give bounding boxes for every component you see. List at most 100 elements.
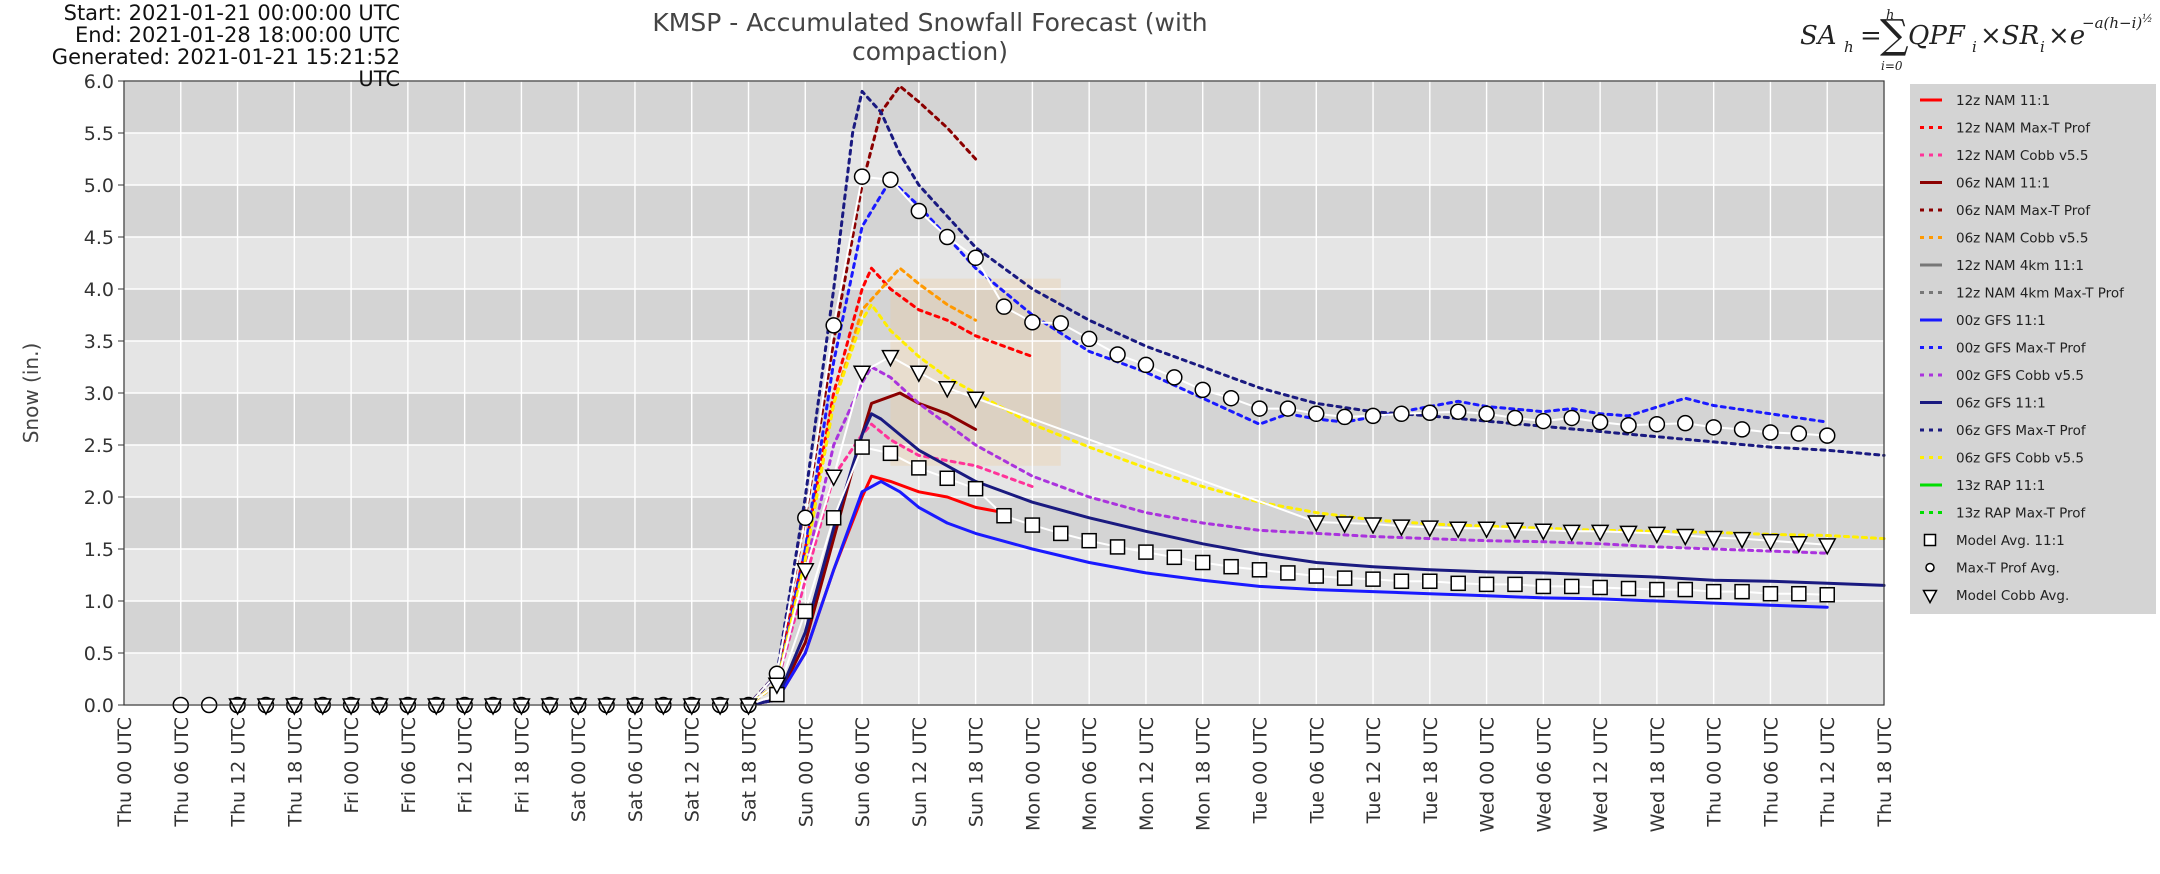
series-layer <box>172 84 1886 716</box>
x-tick-label: Sat 00 UTC <box>568 717 590 822</box>
x-tick-label: Sat 18 UTC <box>739 717 761 822</box>
x-tick-label: Tue 18 UTC <box>1420 717 1442 824</box>
marker-triangle <box>1922 589 1938 605</box>
legend-entry: 13z RAP Max-T Prof <box>1956 506 2087 522</box>
x-tick-label: Thu 00 UTC <box>1704 717 1726 828</box>
plot-band <box>124 81 1884 133</box>
marker-triangle <box>1363 517 1383 535</box>
formula-exponent-power: ½ <box>2142 12 2153 25</box>
y-tick-label: 1.0 <box>84 591 114 613</box>
marker-square <box>1308 568 1325 584</box>
marker-square <box>1109 539 1126 555</box>
marker-square <box>854 439 870 455</box>
marker-circle <box>967 249 984 267</box>
plot-band <box>124 601 1884 653</box>
marker-circle <box>910 202 928 220</box>
marker-circle <box>1222 389 1240 407</box>
marker-triangle <box>256 698 276 716</box>
legend-entry: 06z NAM 11:1 <box>1956 176 2050 192</box>
marker-circle <box>995 298 1013 315</box>
formula-sr: ×SR <box>1980 21 2039 51</box>
marker-circle <box>1478 405 1495 423</box>
formula-lhs-sub: h <box>1844 38 1854 56</box>
legend-entry: 12z NAM Max-T Prof <box>1956 121 2091 137</box>
x-tick-label: Thu 12 UTC <box>1817 717 1839 828</box>
marker-triangle <box>625 698 645 716</box>
legend-entry: 00z GFS 11:1 <box>1956 313 2046 329</box>
marker-square <box>1081 532 1097 549</box>
marker-triangle <box>568 698 588 716</box>
formula-sum-sign: ∑ <box>1880 12 1909 58</box>
marker-circle <box>1705 419 1722 436</box>
y-tick-label: 5.0 <box>84 175 114 197</box>
marker-square <box>1705 583 1722 600</box>
marker-circle <box>1308 405 1325 423</box>
marker-circle <box>882 171 899 189</box>
marker-square <box>1336 570 1353 586</box>
formula-exp-base: ×e <box>2048 21 2085 51</box>
marker-triangle <box>228 698 247 716</box>
x-tick-label: Sat 12 UTC <box>682 717 704 822</box>
x-tick-label: Thu 06 UTC <box>171 717 193 828</box>
marker-triangle <box>852 365 872 383</box>
legend-entry: 06z GFS Cobb v5.5 <box>1956 451 2084 467</box>
marker-circle <box>1535 412 1552 430</box>
marker-square <box>1166 549 1183 566</box>
legend-entry: 06z GFS Max-T Prof <box>1956 423 2087 439</box>
x-tick-label: Mon 06 UTC <box>1079 717 1101 831</box>
marker-circle <box>1449 403 1467 420</box>
marker-circle <box>1925 562 1935 573</box>
marker-circle <box>1137 356 1155 374</box>
marker-circle <box>1620 416 1637 434</box>
marker-square <box>1223 558 1239 575</box>
axes: Thu 00 UTC Thu 06 UTC Thu 12 UTC Thu 18 UTC… <box>19 71 1896 832</box>
marker-square <box>1762 585 1779 602</box>
series-line <box>747 412 1886 707</box>
marker-circle <box>1506 409 1524 427</box>
marker-triangle <box>597 698 616 716</box>
x-tick-label: Thu 18 UTC <box>284 717 306 828</box>
marker-triangle <box>1676 528 1695 547</box>
x-tick-label: Tue 12 UTC <box>1363 717 1385 824</box>
x-tick-label: Mon 12 UTC <box>1136 717 1158 831</box>
marker-square <box>1393 573 1410 589</box>
x-tick-label: Thu 12 UTC <box>228 717 250 828</box>
marker-triangle <box>937 381 957 399</box>
marker-square <box>1649 581 1665 598</box>
generated-time: Generated: 2021-01-21 15:21:52 UTC <box>51 45 400 91</box>
legend-entry: 00z GFS Max-T Prof <box>1956 341 2087 357</box>
marker-circle <box>1762 424 1779 441</box>
marker-triangle <box>370 698 389 716</box>
legend: 12z NAM 11:1 12z NAM Max-T Prof 12z NAM Co… <box>1910 84 2156 614</box>
marker-circle <box>1563 409 1580 427</box>
series-line <box>747 479 1829 707</box>
marker-circle <box>1166 369 1183 386</box>
formula-sum-top: h <box>1886 8 1894 23</box>
marker-triangle <box>767 677 787 695</box>
marker-square <box>1024 517 1041 533</box>
marker-circle <box>1024 314 1041 331</box>
marker-circle <box>1733 421 1751 438</box>
x-tick-label: Sat 06 UTC <box>625 717 647 822</box>
marker-circle <box>1080 330 1098 348</box>
start-time: Start: 2021-01-21 00:00:00 UTC <box>63 1 400 25</box>
marker-triangle <box>1647 526 1667 544</box>
marker-square <box>825 510 842 526</box>
x-tick-label: Tue 06 UTC <box>1306 717 1328 824</box>
x-tick-label: Wed 18 UTC <box>1647 717 1669 832</box>
legend-entry: Model Avg. 11:1 <box>1956 533 2065 549</box>
marker-square <box>1734 583 1750 600</box>
formula-equals: = <box>1860 21 1882 51</box>
x-tick-label: Fri 12 UTC <box>455 717 477 814</box>
series-line <box>747 422 1034 707</box>
marker-triangle <box>796 563 815 581</box>
y-tick-label: 1.5 <box>84 539 114 561</box>
marker-circle <box>1336 408 1353 426</box>
marker-triangle <box>1590 524 1610 542</box>
marker-triangle <box>1335 516 1354 534</box>
y-tick-label: 4.5 <box>84 227 114 249</box>
x-tick-label: Sun 12 UTC <box>909 717 931 827</box>
marker-triangle <box>540 698 560 716</box>
marker-square <box>911 460 927 476</box>
